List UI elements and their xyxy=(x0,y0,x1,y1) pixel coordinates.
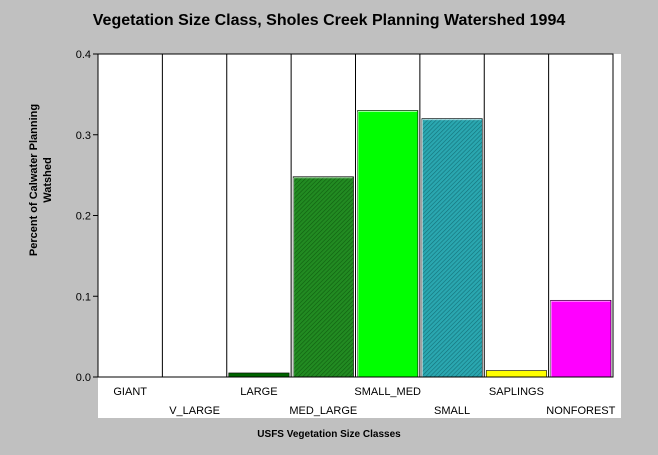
gridlines xyxy=(161,54,550,377)
x-tick-label: NONFOREST xyxy=(546,405,615,417)
bars xyxy=(228,110,612,378)
x-tick-label: GIANT xyxy=(113,386,147,398)
y-tick-label: 0.4 xyxy=(76,49,91,61)
x-axis-label: USFS Vegetation Size Classes xyxy=(257,429,401,440)
x-tick-label: SMALL_MED xyxy=(354,386,421,398)
x-tick-label: MED_LARGE xyxy=(289,405,357,417)
bar-med_large xyxy=(292,176,354,378)
y-tick-label: 0.2 xyxy=(76,211,91,223)
chart-title: Vegetation Size Class, Sholes Creek Plan… xyxy=(92,12,566,29)
x-tick-label: LARGE xyxy=(240,386,277,398)
bar-nonforest xyxy=(550,299,612,378)
y-tick-label: 0.1 xyxy=(76,291,91,303)
x-tick-label: SAPLINGS xyxy=(489,386,544,398)
bar-saplings xyxy=(485,370,547,378)
bar-small xyxy=(421,118,483,378)
x-tick-label: V_LARGE xyxy=(169,405,220,417)
x-tick-label: SMALL xyxy=(434,405,470,417)
bar-large xyxy=(228,372,290,378)
bar-small_med xyxy=(357,110,419,378)
y-tick-label: 0.3 xyxy=(76,130,91,142)
x-tick-labels: GIANT V_LARGE LARGE MED_LARGE SMALL_MED SMALL… xyxy=(113,386,615,417)
y-ticks: 0.0 0.1 0.2 0.3 0.4 xyxy=(76,49,98,384)
y-tick-label: 0.0 xyxy=(76,372,91,384)
